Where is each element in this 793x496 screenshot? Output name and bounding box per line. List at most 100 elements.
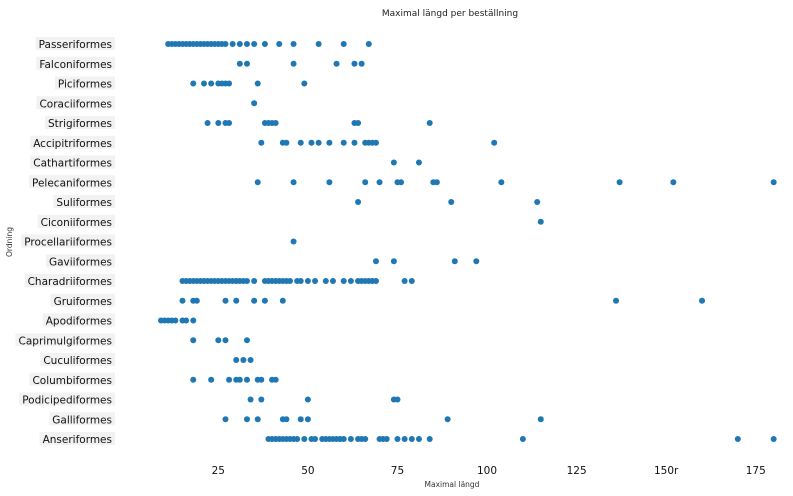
x-tick-label: 175 (746, 465, 766, 477)
data-point (222, 297, 229, 304)
y-tick-label: Caprimulgiformes (19, 335, 112, 347)
chart-title: Maximal längd per beställning (382, 9, 518, 19)
y-label-background (50, 293, 115, 307)
y-tick-label: Ciconiiformes (41, 217, 112, 229)
x-tick-label: 50 (301, 465, 314, 477)
data-point (312, 278, 319, 284)
y-label-background (24, 274, 115, 287)
data-point (236, 41, 243, 47)
y-label-background (54, 76, 115, 90)
data-point (172, 317, 179, 324)
data-point (304, 396, 311, 403)
data-point (290, 60, 297, 67)
y-tick-label: Gaviiformes (49, 256, 112, 268)
y-tick-label: Gruiformes (54, 296, 112, 308)
data-point (236, 60, 243, 67)
data-point (294, 436, 301, 442)
y-tick-label: Falconiformes (39, 59, 112, 71)
y-axis-label: Ordning (5, 227, 14, 257)
data-point (355, 199, 362, 205)
data-point (240, 357, 247, 363)
data-point (222, 337, 229, 344)
x-axis-label: Maximal längd (425, 480, 480, 489)
y-tick-label: Cuculiformes (43, 355, 112, 367)
data-point (534, 199, 541, 205)
y-label-background (49, 412, 115, 426)
data-point (390, 258, 397, 265)
y-tick-label: Pelecaniformes (32, 177, 112, 189)
data-point (426, 120, 433, 126)
y-tick-label: Podicipediformes (22, 395, 112, 407)
y-label-background (19, 392, 115, 406)
data-point (401, 278, 408, 284)
y-tick-label: Charadriiformes (28, 276, 112, 288)
data-point (390, 159, 397, 166)
y-tick-label: Anseriformes (43, 434, 112, 446)
data-point (340, 278, 347, 284)
data-point (190, 376, 197, 383)
data-point (193, 297, 200, 304)
data-point (473, 258, 480, 265)
data-point (297, 416, 304, 423)
data-point (222, 41, 229, 47)
x-tick-label: 100 (477, 465, 497, 477)
y-tick-label: Galliformes (52, 414, 112, 426)
data-point (301, 436, 308, 442)
y-label-background (36, 56, 115, 70)
y-tick-label: Cathartiformes (33, 158, 112, 170)
data-point (251, 278, 258, 284)
data-point (340, 41, 347, 47)
data-point (451, 258, 458, 265)
data-point (519, 436, 526, 442)
data-point (340, 139, 347, 146)
data-point (190, 317, 197, 324)
data-point (236, 376, 243, 383)
x-tick-label: 25 (212, 465, 225, 477)
data-point (279, 297, 286, 304)
data-point (322, 278, 329, 284)
data-point (362, 436, 369, 442)
data-points (157, 41, 777, 442)
data-point (670, 179, 677, 186)
data-point (247, 357, 254, 363)
data-point (408, 436, 415, 442)
y-label-background (36, 96, 115, 110)
data-point (183, 317, 190, 324)
data-point (315, 139, 322, 146)
data-point (372, 258, 379, 265)
data-point (358, 60, 365, 67)
x-axis-ticks: 25 50 75 100 125 150r 175 (212, 465, 766, 477)
data-point (254, 179, 261, 186)
data-point (243, 41, 250, 47)
y-tick-label: Procellariiformes (24, 237, 112, 249)
data-point (326, 179, 333, 186)
data-point (734, 436, 741, 442)
data-point (372, 139, 379, 146)
data-point (258, 396, 265, 403)
data-point (254, 80, 261, 87)
data-point (304, 416, 311, 423)
y-label-background (53, 195, 115, 208)
data-point (401, 436, 408, 442)
data-point (222, 416, 229, 423)
data-point (276, 41, 283, 47)
y-label-background (29, 372, 115, 386)
y-tick-label: Strigiformes (48, 118, 112, 130)
data-point (347, 278, 354, 284)
data-point (351, 139, 358, 146)
data-point (297, 278, 304, 284)
data-point (290, 238, 297, 245)
data-point (208, 80, 215, 87)
data-point (204, 120, 211, 126)
data-point (308, 139, 315, 146)
data-point (415, 159, 422, 166)
data-point (491, 139, 498, 146)
data-point (770, 436, 777, 442)
data-point (251, 297, 258, 304)
data-point (229, 41, 236, 47)
data-point (362, 179, 369, 186)
data-point (243, 60, 250, 67)
y-tick-label: Piciformes (58, 79, 112, 91)
y-label-background (15, 333, 115, 347)
data-point (315, 41, 322, 47)
